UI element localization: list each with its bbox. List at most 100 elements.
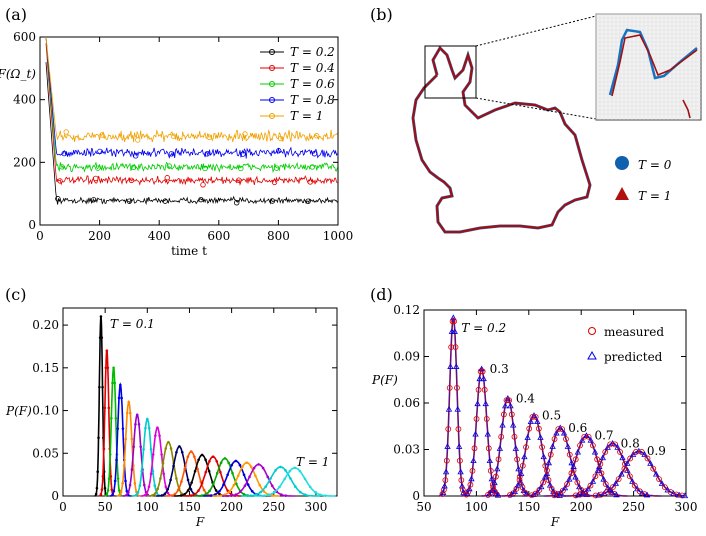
c-distribution-point <box>119 490 123 494</box>
c-distribution-point <box>222 483 225 486</box>
c-xtick-label: 50 <box>98 500 113 514</box>
c-distribution-point <box>94 492 98 496</box>
c-distribution-point <box>308 485 312 489</box>
d-predicted-point <box>476 375 483 382</box>
c-distribution-point <box>293 466 297 470</box>
d-curve-label: 0.5 <box>542 408 561 422</box>
c-distribution-point <box>160 453 163 456</box>
c-distribution-point <box>117 396 121 400</box>
c-distribution-point <box>111 381 114 385</box>
d-measured-point <box>465 488 472 495</box>
d-measured-point <box>532 414 539 420</box>
d-predicted-point <box>566 475 573 482</box>
d-predicted-point <box>455 443 463 449</box>
c-distribution-point <box>99 493 103 496</box>
d-measured-point <box>529 414 536 420</box>
d-curve-label: 0.9 <box>647 444 666 458</box>
d-measured-point <box>455 426 462 433</box>
c-distribution-point <box>200 494 204 497</box>
d-measured-point <box>540 479 547 486</box>
d-measured-point <box>519 462 526 469</box>
c-annotation-high: T = 1 <box>296 455 329 469</box>
d-ytick-label: 0.06 <box>393 396 420 410</box>
c-distribution-point <box>294 485 297 488</box>
d-predicted-point <box>624 460 631 466</box>
c-distribution-point <box>95 486 99 490</box>
a-series-marker <box>309 164 316 170</box>
d-predicted-point <box>494 491 502 498</box>
d-curve-label: T = 0.2 <box>461 321 506 335</box>
c-distribution-point <box>186 478 190 482</box>
c-xtick-label: 100 <box>136 500 159 514</box>
d-predicted-point <box>457 468 464 475</box>
c-distribution-point <box>162 472 166 476</box>
c-distribution-point <box>134 493 138 497</box>
c-distribution-point <box>124 479 127 483</box>
d-legend-predicted: predicted <box>604 350 663 364</box>
a-series-marker <box>275 148 282 154</box>
d-measured-point <box>485 445 492 452</box>
d-predicted-point <box>508 491 515 497</box>
c-distribution-point <box>245 461 249 464</box>
d-measured-point <box>495 456 502 463</box>
d-ytick-label: 0.09 <box>393 350 420 364</box>
d-measured-point <box>661 484 668 491</box>
c-distribution-point <box>145 491 149 495</box>
c-ytick-label: 0.05 <box>32 446 59 460</box>
d-predicted-point <box>491 479 498 486</box>
c-distribution-point <box>99 315 103 318</box>
d-predicted-point <box>606 486 614 493</box>
d-predicted-point <box>587 436 594 443</box>
d-measured-point <box>592 492 599 499</box>
a-xtick-label: 800 <box>267 229 290 243</box>
d-predicted-point <box>540 453 547 460</box>
c-distribution-point <box>283 477 286 481</box>
d-predicted-point <box>514 481 522 488</box>
d-predicted-point <box>486 457 493 464</box>
d-xtick-label: 300 <box>675 500 698 514</box>
c-distribution-point <box>139 445 143 449</box>
d-predicted-point <box>484 430 491 437</box>
a-series-marker <box>238 165 244 172</box>
a-series-marker <box>236 177 242 183</box>
d-predicted-point <box>524 434 531 440</box>
a-legend-label: T = 1 <box>290 109 323 123</box>
c-distribution-point <box>96 470 100 474</box>
c-distribution-point <box>261 466 265 470</box>
c-distribution-point <box>186 489 190 492</box>
panel-b-label: (b) <box>370 5 393 24</box>
d-measured-point <box>559 487 566 494</box>
d-measured-point <box>545 477 552 483</box>
c-distribution-point <box>219 494 223 497</box>
c-distribution-point <box>130 468 134 471</box>
d-measured-point <box>621 465 628 472</box>
a-series-marker <box>271 179 278 186</box>
d-predicted-point <box>553 491 560 498</box>
a-series-marker <box>90 197 97 203</box>
panel-c-chart: 0 50 100 150 200 250 300 0 0.05 0.10 0.15 0.20 P(F) F… <box>5 307 338 529</box>
d-curve-label: 0.4 <box>516 391 535 405</box>
d-predicted-point <box>534 488 541 495</box>
d-predicted-point <box>488 475 496 482</box>
c-distribution-point <box>231 471 234 475</box>
a-xtick-label: 0 <box>36 229 44 243</box>
c-distribution-point <box>183 492 186 496</box>
c-distribution-point <box>133 481 137 485</box>
d-predicted-point <box>527 418 535 424</box>
d-measured-point <box>609 484 616 491</box>
d-predicted-point <box>468 475 475 482</box>
c-distribution-point <box>180 480 183 483</box>
d-predicted-point <box>480 375 487 382</box>
c-distribution-point <box>151 453 155 456</box>
c-distribution-curve <box>132 417 162 497</box>
d-predicted-point <box>579 489 587 496</box>
d-xlabel: F <box>550 515 560 529</box>
d-measured-curve <box>522 426 597 497</box>
d-measured-point <box>577 442 583 449</box>
c-xtick-label: 250 <box>262 500 285 514</box>
d-measured-point <box>440 487 447 493</box>
c-distribution-point <box>219 461 223 465</box>
d-predicted-point <box>600 475 607 482</box>
d-measured-point <box>442 477 449 484</box>
d-measured-point <box>475 386 482 393</box>
